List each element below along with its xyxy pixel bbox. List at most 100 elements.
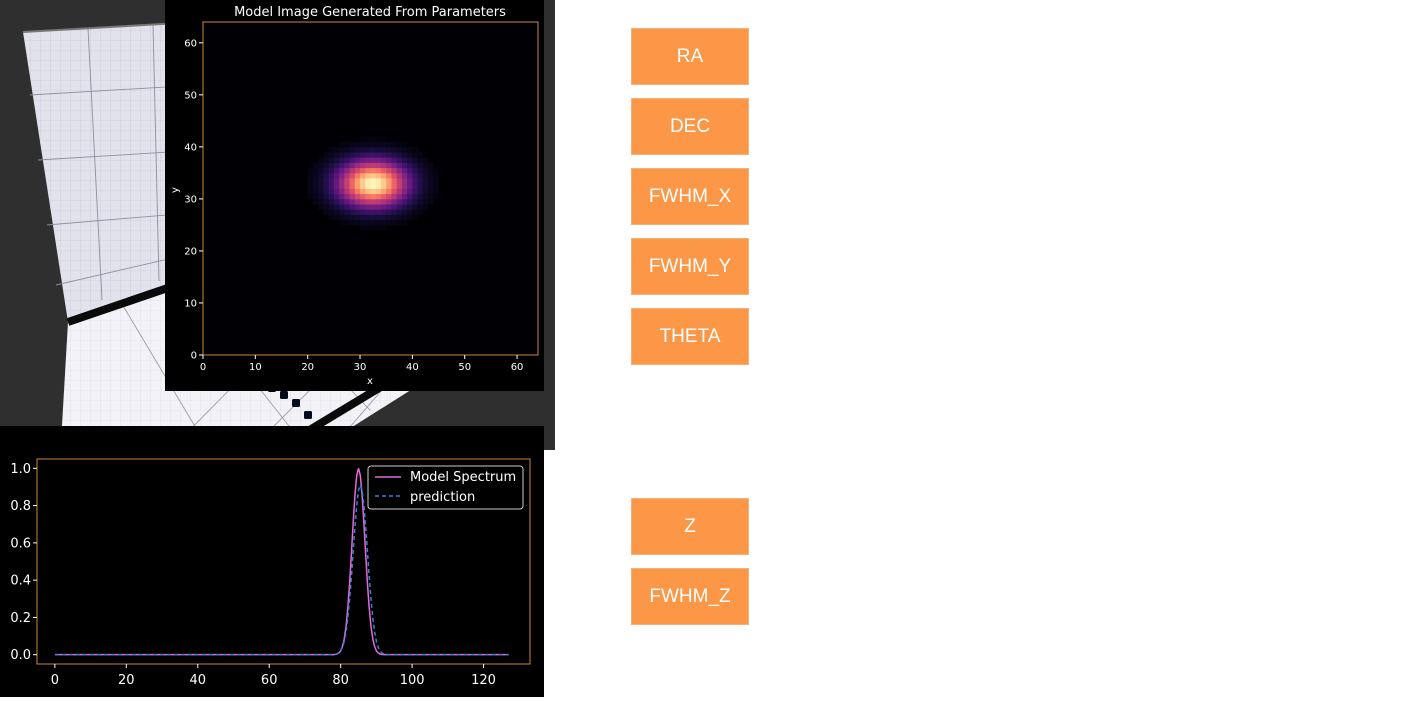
image-pixel [360,183,366,189]
image-pixel [396,219,403,226]
image-pixel [328,204,335,210]
image-pixel [375,209,382,215]
image-pixel [360,204,366,210]
image-pixel [380,172,387,179]
image-pixel [349,146,356,153]
image-pixel [318,172,324,179]
image-pixel [407,167,413,174]
image-pixel [380,136,387,143]
image-pixel [401,172,408,179]
image-pixel [354,162,361,169]
image-pixel [386,167,392,174]
model-image-heatmap [203,22,538,355]
image-y-tick-label: 10 [184,298,197,309]
image-pixel [307,188,314,195]
image-pixel [386,146,392,153]
image-pixel [417,193,424,200]
image-pixel [354,178,361,184]
image-pixel [401,188,408,195]
image-pixel [365,141,371,148]
image-pixel [412,214,419,221]
image-pixel [365,152,371,158]
image-pixel [328,172,335,179]
image-pixel [412,146,419,153]
image-pixel [328,183,335,189]
image-x-ticks: 0 10 20 30 40 50 60 [200,355,524,373]
image-pixel [344,204,350,210]
image-pixel [417,152,424,158]
image-pixel [360,172,366,179]
image-pixel [370,136,377,143]
image-pixel [391,204,398,210]
image-pixel [401,198,408,205]
image-pixel [407,162,413,169]
image-pixel [354,214,361,221]
image-pixel [360,141,366,148]
image-pixel [412,183,419,189]
model-image-plot: Model Image Generated From Parameters 0 1… [170,5,539,387]
fwhm-z-button[interactable]: FWHM_Z [631,568,749,625]
image-pixel [370,157,377,163]
ra-button[interactable]: RA [631,28,749,85]
image-pixel [349,209,356,215]
image-pixel [375,183,382,189]
image-pixel [339,152,345,158]
image-pixel [312,167,319,174]
image-pixel [401,178,408,184]
image-pixel [407,214,413,221]
dec-button[interactable]: DEC [631,98,749,155]
image-pixel [360,188,366,195]
image-x-tick-label: 60 [511,362,524,373]
z-button[interactable]: Z [631,498,749,555]
image-pixel [370,141,377,148]
voxel-marker [292,399,300,407]
image-pixel [339,193,345,200]
image-pixel [339,188,345,195]
image-pixel [380,141,387,148]
image-pixel [318,204,324,210]
image-pixel [375,193,382,200]
image-pixel [344,162,350,169]
image-y-ticks: 0 10 20 30 40 50 60 [184,38,203,362]
image-pixel [417,198,424,205]
image-pixel [349,198,356,205]
image-pixel [386,162,392,169]
image-pixel [433,167,439,174]
image-pixel [370,193,377,200]
image-pixel [433,188,439,195]
image-pixel [428,178,434,184]
spectrum-y-tick-label: 0.6 [10,536,31,551]
image-pixel [349,178,356,184]
image-pixel [433,183,439,189]
image-pixel [428,198,434,205]
spectrum-series [54,468,509,656]
spectrum-y-tick-label: 0.4 [10,574,31,589]
image-pixel [380,152,387,158]
image-pixel [339,178,345,184]
fwhm-y-button[interactable]: FWHM_Y [631,238,749,295]
image-pixel [360,136,366,143]
image-pixel [417,188,424,195]
image-pixel [333,209,340,215]
image-pixel [386,141,392,148]
image-pixel [323,178,330,184]
spectrum-y-tick-label: 1.0 [10,462,31,477]
image-pixel [323,167,330,174]
image-pixel [407,188,413,195]
image-pixel [349,193,356,200]
image-pixel [370,183,377,189]
image-pixel [323,157,330,163]
theta-button[interactable]: THETA [631,308,749,365]
image-pixel [354,219,361,226]
fwhm-x-button[interactable]: FWHM_X [631,168,749,225]
image-pixel [428,188,434,195]
spectrum-y-tick-label: 0.8 [10,499,31,514]
image-pixel [349,141,356,148]
image-pixel [407,183,413,189]
image-pixel [318,162,324,169]
image-pixel [412,198,419,205]
image-pixel [396,146,403,153]
image-pixel [344,172,350,179]
spectrum-x-tick-label: 120 [471,673,496,688]
image-pixel [380,204,387,210]
